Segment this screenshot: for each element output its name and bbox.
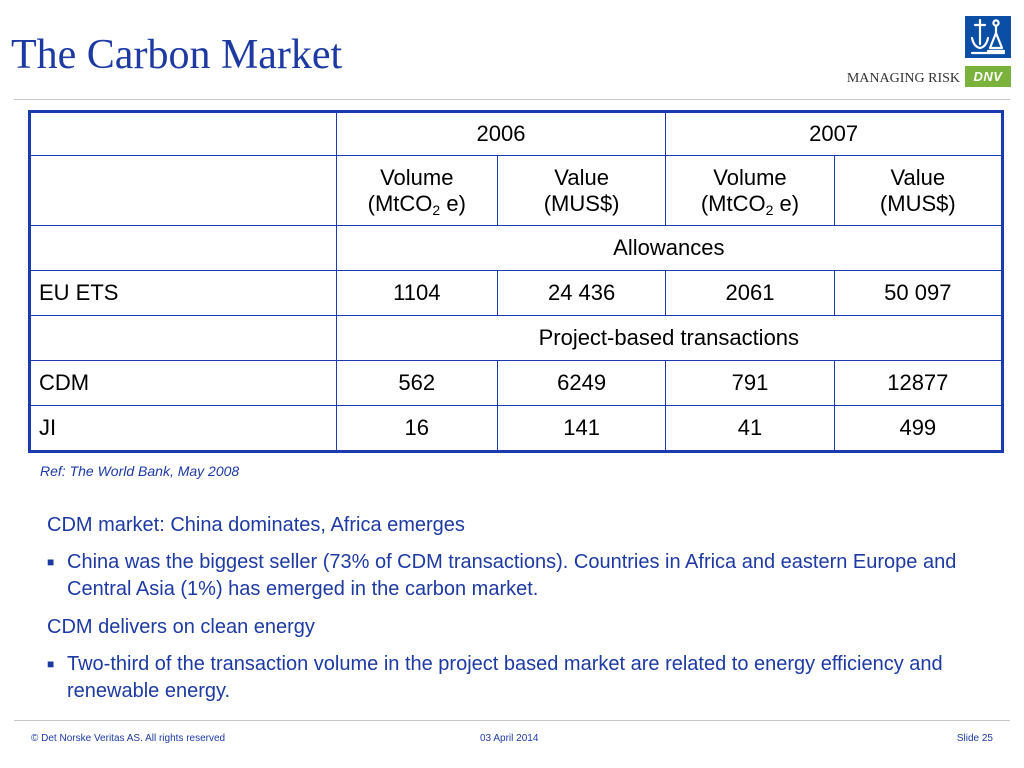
table-subheader-row: Volume (MtCO2 e) Value (MUS$) Volume (Mt… [29, 155, 1004, 226]
section-row-project: Project-based transactions [29, 315, 1004, 361]
section-label-project: Project-based transactions [335, 315, 1004, 361]
cell-volume-2006: 562 [335, 360, 498, 406]
volume-unit-subscript: 2 [432, 201, 441, 218]
bullet-item: ■ Two-third of the transaction volume in… [47, 651, 987, 705]
table-empty-cell [29, 155, 337, 226]
value-unit: (MUS$) [879, 190, 956, 216]
value-header-2006: Value (MUS$) [496, 155, 667, 226]
section-heading: CDM delivers on clean energy [47, 616, 315, 638]
value-unit: (MUS$) [543, 190, 620, 216]
volume-label: Volume [713, 164, 787, 190]
table-row: CDM 562 6249 791 12877 [29, 360, 1004, 406]
value-header-2007: Value (MUS$) [833, 155, 1004, 226]
cell-volume-2006: 1104 [335, 270, 498, 316]
row-label: EU ETS [29, 270, 337, 316]
slide-body: CDM market: China dominates, Africa emer… [47, 513, 987, 717]
table-row: JI 16 141 41 499 [29, 405, 1004, 452]
dnv-emblem-icon [965, 16, 1011, 58]
table-empty-cell [29, 315, 337, 361]
cell-value-2006: 141 [496, 405, 667, 452]
logo-tagline: MANAGING RISK [846, 71, 960, 86]
value-label: Value [554, 164, 609, 190]
footer-copyright: © Det Norske Veritas AS. All rights rese… [31, 733, 226, 744]
source-reference: Ref: The World Bank, May 2008 [40, 463, 240, 479]
cell-value-2006: 6249 [496, 360, 667, 406]
volume-label: Volume [380, 164, 454, 190]
bullet-square-icon: ■ [47, 555, 55, 569]
cell-value-2007: 50 097 [833, 270, 1004, 316]
cell-value-2007: 12877 [833, 360, 1004, 406]
table-header-row: 2006 2007 [29, 111, 1003, 156]
value-label: Value [890, 164, 946, 190]
volume-unit-subscript: 2 [765, 201, 774, 218]
cell-volume-2007: 2061 [665, 270, 835, 316]
section-label-allowances: Allowances [335, 225, 1004, 271]
cell-value-2007: 499 [833, 405, 1004, 452]
row-label: JI [29, 405, 337, 452]
footer-slide-number: Slide 25 [956, 733, 993, 744]
volume-unit-post: e) [440, 190, 466, 216]
bullet-square-icon: ■ [47, 657, 55, 671]
year-header-2007: 2007 [665, 111, 1003, 156]
cell-volume-2007: 41 [665, 405, 835, 452]
row-label: CDM [29, 360, 337, 406]
slide-title: The Carbon Market [11, 32, 343, 78]
company-logo: MANAGING RISK DNV [824, 16, 1014, 92]
table-row: EU ETS 1104 24 436 2061 50 097 [29, 270, 1004, 316]
volume-unit-post: e) [773, 190, 800, 216]
cell-volume-2007: 791 [665, 360, 835, 406]
section-heading: CDM market: China dominates, Africa emer… [47, 514, 465, 536]
bullet-text: China was the biggest seller (73% of CDM… [67, 551, 957, 600]
table-corner-cell [29, 111, 337, 156]
title-divider [14, 99, 1010, 100]
volume-unit-pre: (MtCO [700, 190, 766, 216]
volume-header-2007: Volume (MtCO2 e) [665, 155, 835, 226]
bullet-item: ■ China was the biggest seller (73% of C… [47, 549, 987, 603]
year-header-2006: 2006 [335, 111, 667, 156]
section-row-allowances: Allowances [29, 225, 1004, 271]
bullet-text: Two-third of the transaction volume in t… [67, 653, 943, 702]
table-empty-cell [29, 225, 337, 271]
volume-unit-pre: (MtCO [367, 190, 433, 216]
logo-brand: DNV [965, 66, 1011, 87]
carbon-market-table: 2006 2007 Volume (MtCO2 e) Value (MUS$) … [28, 110, 1004, 453]
cell-volume-2006: 16 [335, 405, 498, 452]
cell-value-2006: 24 436 [496, 270, 667, 316]
volume-header-2006: Volume (MtCO2 e) [335, 155, 498, 226]
footer-date: 03 April 2014 [480, 733, 539, 744]
footer-divider [14, 720, 1010, 721]
